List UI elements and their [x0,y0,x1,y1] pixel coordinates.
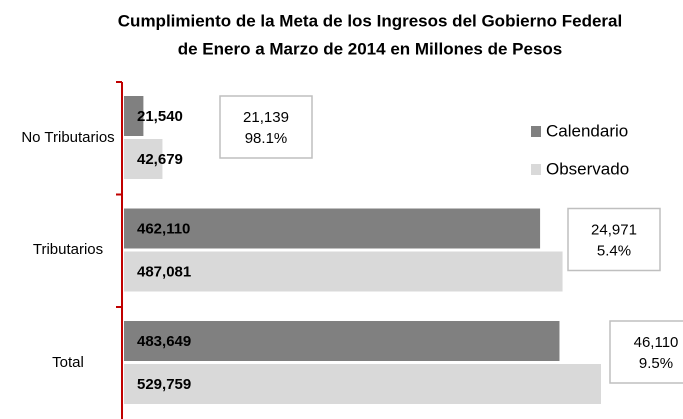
legend-label: Calendario [546,121,628,140]
annotation-text: 5.4% [597,242,631,259]
legend-swatch [531,126,541,137]
category-label: No Tributarios [21,128,115,146]
annotation-text: 21,139 [243,109,289,126]
chart-title: de Enero a Marzo de 2014 en Millones de … [178,39,563,58]
value-label: 487,081 [137,263,191,280]
annotation-text: 24,971 [591,221,637,238]
bar [124,364,601,404]
annotation-box [609,320,683,384]
legend-label: Observado [546,159,629,178]
bar [124,321,560,361]
annotation-text: 9.5% [639,355,673,372]
chart-title: Cumplimiento de la Meta de los Ingresos … [118,11,622,30]
bar [124,251,563,292]
annotation-text: 98.1% [245,130,288,147]
legend-swatch [531,164,541,175]
annotation-box [219,95,313,159]
bar [124,96,144,136]
value-label: 21,540 [137,108,183,125]
bar [124,139,163,179]
bar [124,208,541,249]
value-label: 529,759 [137,376,191,393]
category-label: Tributarios [32,241,104,258]
value-label: 462,110 [137,220,190,237]
value-label: 483,649 [137,333,191,350]
annotation-text: 46,110 [634,334,679,351]
annotation-box [567,207,661,272]
category-label: Total [52,353,84,371]
value-label: 42,679 [137,151,183,168]
